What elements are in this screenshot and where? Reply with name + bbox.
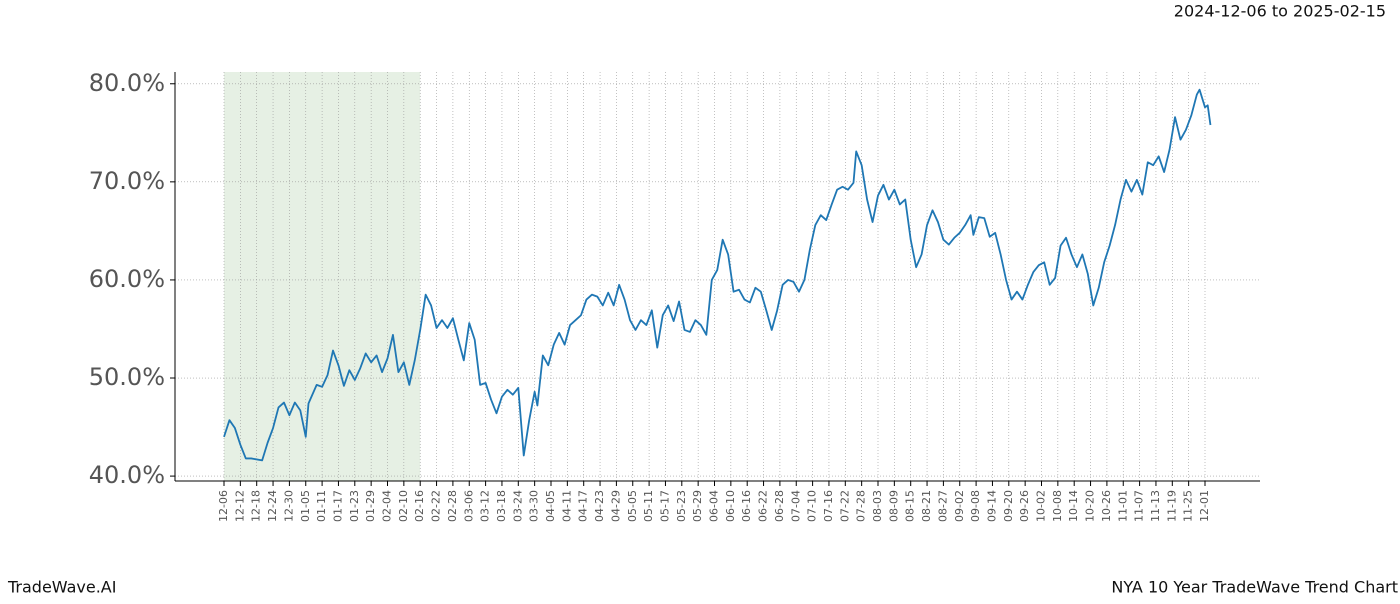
x-tick-label: 12-18: [250, 490, 263, 522]
x-tick-label: 05-29: [691, 490, 704, 522]
x-tick-label: 09-02: [953, 490, 966, 522]
x-tick-label: 05-17: [658, 490, 671, 522]
x-tick-label: 05-11: [642, 490, 655, 522]
x-tick-label: 07-22: [838, 490, 851, 522]
x-tick-label: 02-22: [430, 490, 443, 522]
x-tick-label: 12-01: [1198, 490, 1211, 522]
x-tick-label: 02-28: [446, 490, 459, 522]
x-tick-label: 10-08: [1051, 490, 1064, 522]
x-tick-label: 06-10: [724, 490, 737, 522]
x-tick-label: 11-07: [1133, 490, 1146, 522]
x-tick-label: 11-25: [1182, 490, 1195, 522]
x-tick-label: 06-28: [773, 490, 786, 522]
x-tick-label: 01-05: [299, 490, 312, 522]
x-tick-label: 09-14: [985, 490, 998, 522]
x-tick-label: 06-04: [708, 490, 721, 522]
x-tick-label: 05-23: [675, 490, 688, 522]
x-tick-label: 07-04: [789, 490, 802, 522]
x-tick-label: 11-01: [1116, 490, 1129, 522]
x-tick-label: 04-05: [544, 490, 557, 522]
brand: TradeWave.AI: [7, 578, 116, 597]
x-tick-label: 01-23: [348, 490, 361, 522]
y-tick-label: 60.0%: [89, 265, 165, 293]
x-tick-label: 09-20: [1002, 490, 1015, 522]
x-tick-label: 03-06: [462, 490, 475, 522]
y-tick-label: 80.0%: [89, 69, 165, 97]
x-tick-label: 10-26: [1100, 490, 1113, 522]
x-tick-label: 08-21: [920, 490, 933, 522]
x-tick-label: 05-05: [626, 490, 639, 522]
x-tick-label: 03-18: [495, 490, 508, 522]
x-tick-label: 02-16: [413, 490, 426, 522]
trend-line: [223, 88, 1212, 462]
x-tick-label: 10-20: [1084, 490, 1097, 522]
x-tick-label: 12-24: [266, 490, 279, 522]
date-range: 2024-12-06 to 2025-02-15: [1174, 2, 1386, 21]
x-tick-label: 09-26: [1018, 490, 1031, 522]
x-tick-label: 11-13: [1149, 490, 1162, 522]
x-tick-label: 09-08: [969, 490, 982, 522]
y-tick-label: 40.0%: [89, 461, 165, 489]
x-tick-label: 12-30: [282, 490, 295, 522]
x-tick-label: 03-24: [511, 490, 524, 522]
x-tick-label: 04-29: [609, 490, 622, 522]
x-tick-label: 01-29: [364, 490, 377, 522]
x-tick-label: 03-12: [479, 490, 492, 522]
x-tick-label: 04-17: [577, 490, 590, 522]
x-tick-label: 01-11: [315, 490, 328, 522]
x-tick-label: 12-06: [217, 490, 230, 522]
x-tick-label: 01-17: [331, 490, 344, 522]
x-tick-label: 08-09: [887, 490, 900, 522]
x-tick-label: 06-16: [740, 490, 753, 522]
x-tick-label: 07-28: [855, 490, 868, 522]
x-tick-label: 10-14: [1067, 490, 1080, 522]
x-tick-label: 12-12: [233, 490, 246, 522]
x-tick-label: 04-23: [593, 490, 606, 522]
x-tick-label: 07-10: [806, 490, 819, 522]
y-tick-label: 50.0%: [89, 363, 165, 391]
x-tick-label: 07-16: [822, 490, 835, 522]
x-tick-label: 06-22: [757, 490, 770, 522]
x-tick-label: 08-15: [904, 490, 917, 522]
x-tick-label: 11-19: [1165, 490, 1178, 522]
x-tick-label: 04-11: [560, 490, 573, 522]
x-tick-label: 02-10: [397, 490, 410, 522]
chart-title: NYA 10 Year TradeWave Trend Chart: [1111, 578, 1398, 597]
x-tick-label: 02-04: [381, 490, 394, 522]
x-tick-label: 03-30: [528, 490, 541, 522]
x-tick-label: 08-27: [936, 490, 949, 522]
x-tick-label: 08-03: [871, 490, 884, 522]
x-tick-label: 10-02: [1035, 490, 1048, 522]
y-tick-label: 70.0%: [89, 167, 165, 195]
